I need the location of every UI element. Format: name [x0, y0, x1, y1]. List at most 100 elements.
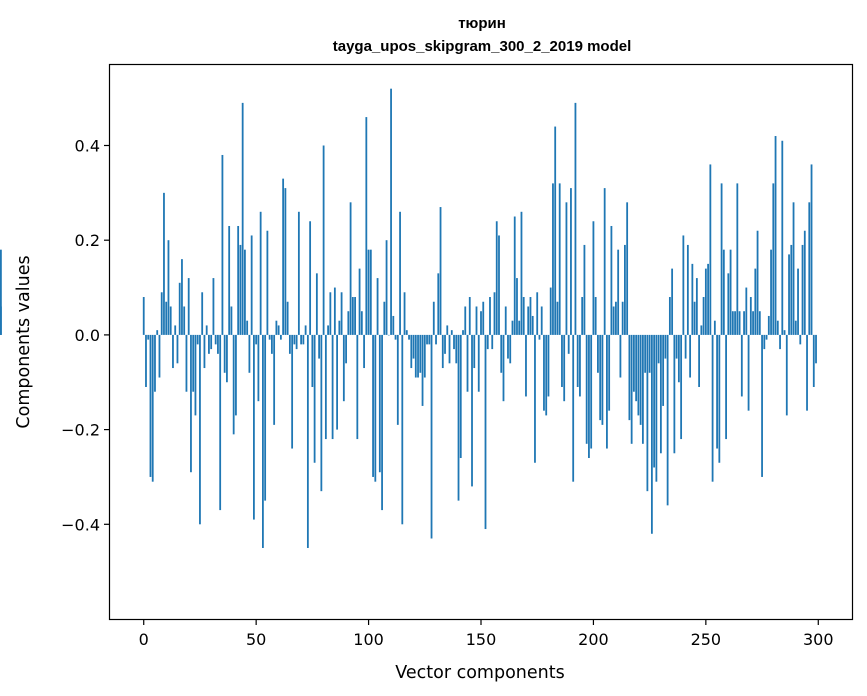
- bar-96: [358, 268, 361, 335]
- y-tick-label: 0.0: [75, 326, 100, 345]
- bar-241: [684, 334, 687, 359]
- bar-99: [365, 117, 368, 335]
- bar-188: [565, 202, 568, 335]
- x-axis-ticks: 0 50 100 150 200 250 300: [139, 619, 834, 649]
- bar-4: [151, 334, 154, 482]
- bar-136: [448, 334, 451, 364]
- bar-253: [711, 334, 714, 482]
- bar-146: [471, 334, 473, 487]
- bar-46: [246, 320, 249, 335]
- bar-72: [304, 325, 307, 335]
- bar-190: [570, 188, 572, 335]
- bar-series: [0, 88, 817, 548]
- bar-10: [165, 301, 168, 335]
- bar-239: [680, 334, 683, 440]
- bar-138: [453, 334, 455, 350]
- bar-169: [522, 297, 525, 335]
- bar-25: [199, 334, 201, 525]
- bar-172: [529, 297, 532, 335]
- bar-127: [428, 334, 431, 345]
- bar-217: [630, 334, 633, 444]
- bar-147: [473, 334, 476, 369]
- bar-30: [210, 334, 213, 350]
- bar-167: [518, 320, 521, 335]
- x-axis-label: Vector components: [395, 663, 564, 683]
- bar-104: [376, 278, 379, 335]
- bar-125: [423, 334, 426, 378]
- bar-265: [738, 311, 741, 335]
- bar-256: [718, 334, 721, 463]
- bar-85: [333, 287, 336, 335]
- x-tick-label: 100: [353, 630, 384, 649]
- bar-263: [734, 311, 736, 335]
- bar-87: [338, 320, 341, 335]
- bar-260: [727, 273, 730, 335]
- bar-231: [662, 334, 665, 406]
- bar-215: [626, 202, 629, 335]
- bar-23: [194, 334, 197, 416]
- bar-17: [181, 259, 183, 335]
- bar-undefined: [0, 249, 2, 335]
- bar-280: [772, 183, 775, 335]
- bar-28: [205, 325, 208, 335]
- bar-205: [603, 188, 606, 335]
- bar-252: [709, 164, 712, 335]
- bar-27: [203, 334, 206, 369]
- bar-230: [659, 334, 662, 454]
- bar-93: [351, 297, 354, 335]
- bar-187: [563, 334, 566, 402]
- bar-1: [145, 334, 147, 387]
- bar-135: [446, 325, 449, 335]
- bar-29: [208, 334, 210, 354]
- bar-13: [172, 334, 174, 369]
- bar-173: [531, 315, 534, 335]
- bar-103: [374, 334, 377, 482]
- bar-292: [799, 334, 802, 345]
- bar-112: [394, 334, 397, 340]
- bar-242: [686, 244, 689, 335]
- bar-197: [585, 334, 588, 444]
- bar-70: [300, 334, 303, 345]
- bar-194: [579, 334, 581, 397]
- bar-211: [617, 249, 620, 335]
- bar-181: [549, 287, 552, 335]
- bar-259: [725, 334, 727, 440]
- bar-118: [408, 334, 410, 340]
- bar-91: [347, 311, 350, 335]
- bar-109: [387, 334, 390, 336]
- bar-126: [426, 334, 428, 345]
- bar-182: [552, 183, 554, 335]
- bar-207: [608, 334, 611, 411]
- chart-title: тюрин: [458, 15, 506, 32]
- bar-201: [594, 297, 597, 335]
- bar-44: [241, 102, 244, 335]
- bar-114: [399, 211, 401, 335]
- bar-129: [432, 301, 435, 335]
- bar-222: [641, 334, 644, 444]
- bar-134: [444, 334, 446, 354]
- bar-52: [259, 211, 262, 335]
- bar-160: [502, 334, 505, 402]
- bar-21: [190, 334, 192, 473]
- bar-228: [655, 334, 658, 482]
- bar-295: [806, 334, 808, 411]
- bar-176: [538, 334, 541, 340]
- bar-89: [342, 334, 345, 402]
- bar-179: [545, 334, 548, 416]
- bar-113: [396, 334, 399, 425]
- bar-248: [700, 325, 703, 335]
- bar-51: [257, 334, 260, 402]
- bar-268: [745, 287, 748, 335]
- bar-61: [279, 334, 282, 340]
- bar-255: [716, 334, 718, 449]
- bar-74: [309, 221, 312, 335]
- bar-98: [363, 334, 365, 369]
- bar-178: [543, 334, 545, 411]
- bar-199: [590, 334, 593, 449]
- bar-41: [235, 334, 237, 416]
- bar-124: [421, 334, 424, 406]
- bar-144: [466, 334, 469, 392]
- bar-271: [752, 311, 754, 335]
- bar-15: [176, 334, 179, 364]
- bar-276: [763, 334, 766, 350]
